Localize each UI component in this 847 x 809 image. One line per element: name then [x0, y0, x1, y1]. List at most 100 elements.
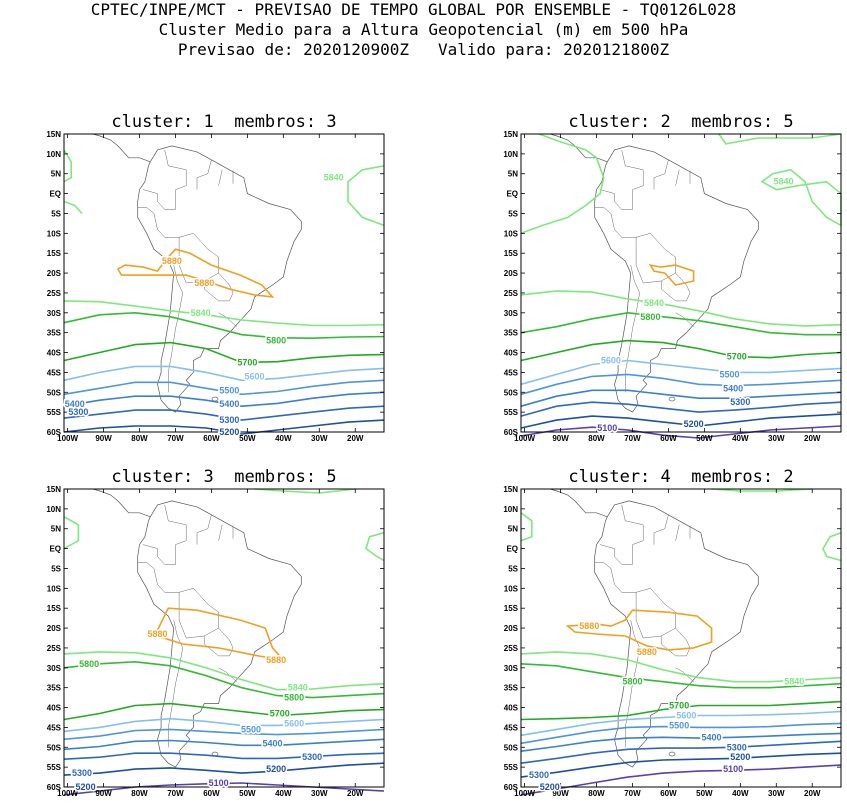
country-border [218, 169, 223, 186]
map-cluster-2: 15N 10N 5N EQ 5S 10S 15S 20S 25S 30S 35S 40S 45S 50S 5… [503, 130, 842, 443]
lat-label: 5S [51, 209, 61, 218]
coastline [594, 145, 759, 413]
lat-label: 25S [504, 289, 519, 298]
isoline-5700 [520, 700, 842, 721]
lon-label: 30W [768, 789, 785, 798]
lat-label: 15S [504, 604, 519, 613]
contour-label-5200: 5200 [684, 419, 704, 429]
contour-label-5840: 5840 [644, 298, 664, 308]
lon-label: 100W [57, 789, 78, 798]
lat-label: 60S [504, 428, 519, 437]
contour-label-5600: 5600 [601, 355, 621, 365]
lat-label: 50S [47, 743, 62, 752]
map-panel-cluster-1: cluster: 1 membros: 3 15N 10N 5N EQ 5S 10S 15S… [24, 112, 424, 452]
contour-label-5600: 5600 [676, 710, 696, 720]
lat-label: 10S [47, 229, 62, 238]
lat-label: 15N [503, 130, 518, 139]
isoline-5200 [63, 762, 385, 776]
lat-label: 15S [47, 249, 62, 258]
lat-label: 60S [47, 428, 62, 437]
map-frame [63, 133, 385, 433]
lat-label: 5S [51, 564, 61, 573]
lat-label: 45S [504, 368, 519, 377]
lat-label: 35S [504, 684, 519, 693]
lat-label: 20S [504, 269, 519, 278]
contour-label-5700: 5700 [237, 357, 257, 367]
country-border [168, 265, 183, 393]
lat-label: 25S [47, 289, 62, 298]
lat-label: EQ [49, 190, 61, 199]
contour-label-5880: 5880 [147, 629, 167, 639]
lat-label: 20S [504, 624, 519, 633]
lon-label: 60W [660, 434, 677, 443]
contour-label-5200: 5200 [219, 427, 239, 437]
contour-label-5500: 5500 [720, 369, 740, 379]
country-border [625, 265, 640, 393]
isoline-5600 [63, 365, 385, 382]
country-border [137, 562, 180, 593]
isoline-5840 [520, 133, 605, 235]
isoline-5400 [520, 732, 842, 752]
contour-label-5500: 5500 [241, 724, 261, 734]
lat-label: 15N [503, 485, 518, 494]
contour-label-5880: 5880 [637, 647, 657, 657]
lat-label: 15N [46, 130, 61, 139]
isoline-5600 [520, 359, 842, 386]
contour-label-5300: 5300 [219, 415, 239, 425]
isoline-5800 [63, 311, 385, 340]
contour-label-5100: 5100 [597, 423, 617, 433]
contour-label-5800: 5800 [622, 677, 642, 687]
country-border [594, 562, 637, 593]
isoline-5100 [520, 764, 842, 796]
country-border [621, 504, 644, 565]
lat-label: 25S [47, 644, 62, 653]
lon-label: 80W [131, 789, 148, 798]
contour-label-5880: 5880 [194, 278, 214, 288]
country-border [196, 159, 212, 190]
lon-label: 70W [624, 789, 641, 798]
lon-label: 40W [275, 789, 292, 798]
contour-label-5400: 5400 [219, 399, 239, 409]
isoline-5800 [520, 663, 842, 689]
isoline-5840 [760, 168, 842, 227]
isoline-5840 [63, 651, 385, 691]
map-panel-cluster-3: cluster: 3 membros: 5 15N 10N 5N EQ 5S 10S 15S… [24, 467, 424, 807]
lat-label: 10N [46, 150, 61, 159]
country-border [675, 312, 694, 327]
lon-label: 40W [732, 789, 749, 798]
isoline-5840 [347, 165, 385, 227]
isoline-5840 [63, 149, 73, 183]
coastline-central-america [92, 488, 151, 518]
lat-label: 30S [47, 309, 62, 318]
contour-label-5100: 5100 [723, 764, 743, 774]
isoline-5840 [520, 651, 842, 683]
country-border [660, 627, 691, 657]
isoline-5800 [63, 660, 385, 699]
lon-label: 80W [588, 434, 605, 443]
isoline-5200 [520, 752, 842, 778]
country-border [600, 189, 633, 210]
lon-label: 90W [95, 434, 112, 443]
isoline-5400 [520, 389, 842, 407]
lon-label: 60W [203, 434, 220, 443]
forecast-dates: Previsao de: 2020120900Z Valido para: 20… [177, 40, 670, 59]
lon-label: 90W [95, 789, 112, 798]
contour-label-5200: 5200 [266, 764, 286, 774]
lat-label: 15S [504, 249, 519, 258]
contour-label-5200: 5200 [540, 782, 560, 792]
coastline [137, 145, 302, 413]
lon-label: 20W [347, 789, 364, 798]
country-border [168, 620, 183, 748]
lat-label: 35S [504, 329, 519, 338]
isoline-5880 [156, 607, 286, 662]
isoline-5840 [63, 516, 80, 550]
lat-label: 5N [508, 170, 518, 179]
lat-label: EQ [506, 190, 518, 199]
lat-label: 15S [47, 604, 62, 613]
lat-label: 45S [47, 368, 62, 377]
lat-label: 55S [504, 408, 519, 417]
lat-label: 35S [47, 684, 62, 693]
contour-label-5300: 5300 [72, 768, 92, 778]
country-border [178, 588, 219, 639]
contour-label-5880: 5880 [266, 655, 286, 665]
